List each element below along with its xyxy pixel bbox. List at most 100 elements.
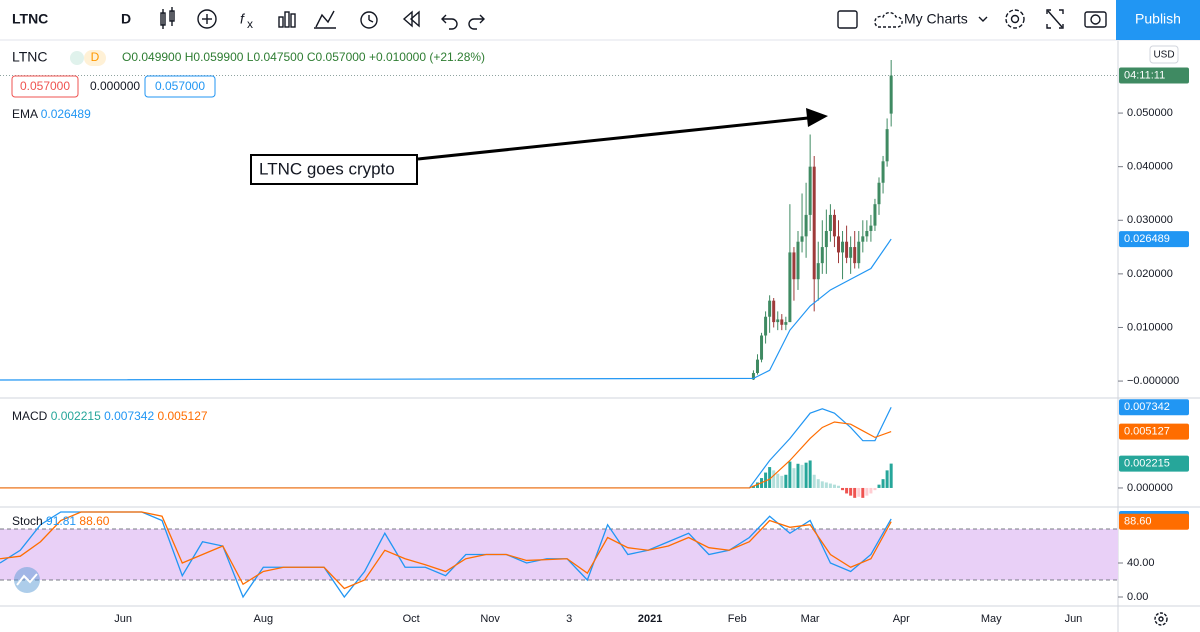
x-tick-label: 2021 (638, 613, 662, 625)
countdown-badge (1119, 67, 1189, 84)
histogram-bar (816, 479, 820, 488)
candle-body (849, 247, 853, 258)
interval-badge (84, 50, 106, 66)
settings-icon[interactable] (1005, 9, 1025, 29)
ohlc-change: +0.010000 (+21.28%) (369, 50, 485, 64)
histogram-bar (853, 487, 857, 498)
currency-badge[interactable] (1149, 45, 1179, 64)
ema-line (0, 238, 892, 381)
stoch-d-badge-label: 88.60 (1124, 516, 1152, 528)
cloud-icon[interactable] (874, 11, 903, 28)
y-tick-label: 0.000000 (1127, 482, 1173, 494)
plot-layer: Jun Aug Oct Nov 3 2021 Feb Mar Apr May Jun (0, 60, 1118, 625)
signal-value: 0.005127 (158, 409, 208, 423)
layout-menu[interactable]: My Charts (904, 11, 968, 27)
histogram-bar (832, 484, 836, 488)
stoch-k-value: 91.81 (46, 514, 76, 528)
y-tick-label: 0.020000 (1127, 268, 1173, 280)
candle-body (857, 241, 861, 264)
bar-style-icon[interactable] (160, 7, 175, 29)
templates-icon[interactable] (314, 10, 336, 29)
fx-icon[interactable]: f (240, 11, 246, 27)
indicators-icon[interactable] (197, 9, 217, 29)
bid-box[interactable] (11, 75, 79, 98)
macd-line (0, 406, 892, 489)
publish-button[interactable] (1116, 0, 1200, 40)
candle-body (853, 247, 857, 264)
candle-body (845, 241, 849, 258)
ohlc-close: C0.057000 (307, 50, 366, 64)
candle-body (808, 166, 812, 215)
candle-body (820, 247, 824, 264)
replay-icon[interactable] (402, 10, 420, 28)
legend-interval: D (91, 50, 100, 64)
annotation-arrowhead (806, 108, 828, 127)
undo-icon[interactable] (441, 14, 458, 30)
x-tick-label: Oct (403, 613, 420, 625)
candle-body (800, 236, 804, 242)
y-tick-label: 0.040000 (1127, 161, 1173, 173)
ema-value: 0.026489 (41, 107, 91, 121)
x-tick-label: Jun (114, 613, 132, 625)
histogram-bar (812, 474, 816, 488)
x-tick-label: Nov (480, 613, 500, 625)
y-tick-label: 0.050000 (1127, 107, 1173, 119)
stoch-label: Stoch (12, 514, 43, 528)
candle-body (784, 322, 788, 325)
histogram-bar (764, 472, 768, 488)
layout-settings-icon[interactable] (1154, 612, 1168, 626)
y-tick-label: 0.030000 (1127, 214, 1173, 226)
candle-body (841, 241, 845, 253)
ask-box[interactable] (144, 75, 216, 98)
symbol-button[interactable]: LTNC (12, 11, 48, 27)
snapshot-icon[interactable] (1084, 11, 1107, 28)
interval-button[interactable]: D (121, 11, 131, 27)
histogram-bar (837, 485, 840, 488)
candle-body (755, 359, 759, 374)
fullscreen-layout-icon[interactable] (837, 10, 858, 29)
histogram-badge (1119, 455, 1189, 472)
x-tick-label: Jun (1065, 613, 1083, 625)
annotation-box[interactable] (250, 154, 418, 185)
histogram-bar (824, 482, 828, 488)
stoch-line (0, 511, 892, 590)
candle-body (885, 129, 889, 162)
signal-badge (1119, 423, 1189, 440)
fullscreen-icon[interactable] (1046, 9, 1064, 29)
histogram-bar (861, 487, 865, 498)
annotation-text[interactable]: LTNC goes crypto (259, 159, 395, 178)
currency[interactable]: USD (1153, 50, 1174, 61)
stoch-line (0, 511, 892, 599)
ema-badge (1119, 231, 1189, 248)
candle-body (776, 319, 780, 323)
macd-value: 0.007342 (104, 409, 154, 423)
histogram-bar (865, 487, 869, 496)
candle-body (780, 319, 784, 325)
histogram-bar (751, 485, 755, 488)
ask-price[interactable]: 0.057000 (155, 79, 205, 93)
candle-body (812, 166, 816, 280)
redo-icon[interactable] (468, 14, 485, 30)
layout-dropdown-icon[interactable] (978, 16, 988, 22)
publish-label[interactable]: Publish (1135, 11, 1181, 27)
histogram-bar (755, 482, 759, 488)
candle-body (861, 236, 865, 242)
logo (14, 567, 40, 593)
histogram-bar (845, 487, 849, 494)
fx-icon-x[interactable]: x (247, 17, 253, 31)
candle-body (832, 214, 836, 237)
toolbar (0, 0, 1200, 40)
candle-body (869, 225, 873, 231)
bid-price[interactable]: 0.057000 (20, 79, 70, 93)
alert-icon[interactable] (360, 11, 378, 29)
macd-legend: MACD 0.002215 0.007342 0.005127 (12, 409, 208, 423)
candle-body (772, 300, 776, 323)
compare-icon[interactable] (278, 11, 296, 28)
histogram-bar (772, 470, 776, 488)
legend-ohlc: O0.049900 H0.059900 L0.047500 C0.057000 … (122, 50, 485, 64)
x-tick-label: Aug (254, 613, 274, 625)
candle-body (828, 214, 832, 231)
y-tick-label: 0.010000 (1127, 321, 1173, 333)
candle-body (824, 230, 828, 248)
histogram-bar (776, 473, 780, 488)
